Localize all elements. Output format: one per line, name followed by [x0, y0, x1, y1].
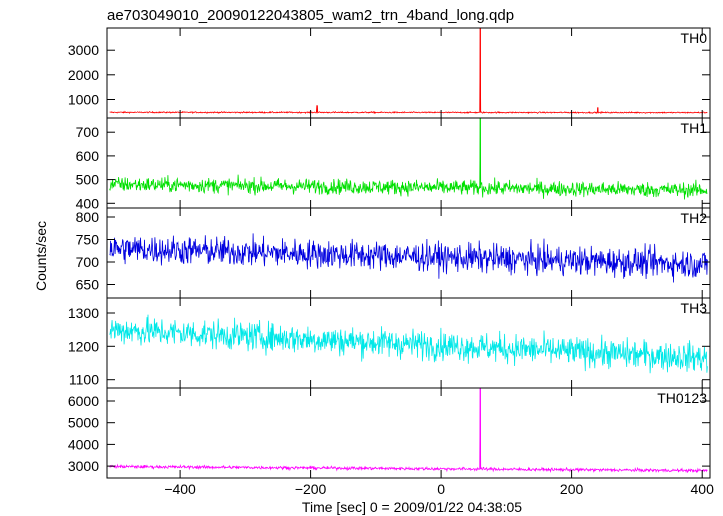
panel-frame: [106, 27, 711, 119]
y-tick-label: 5000: [68, 415, 99, 431]
y-axis-label: Counts/sec: [33, 221, 49, 291]
y-tick-label: 700: [76, 124, 100, 140]
y-tick-label: 1000: [68, 92, 99, 108]
series-label-th0123: TH0123: [657, 390, 707, 406]
x-axis-label: Time [sec] 0 = 2009/01/22 04:38:05: [302, 499, 522, 515]
series-line-th0123: [109, 387, 708, 474]
x-tick-label: 0: [437, 481, 445, 497]
series-label-th2: TH2: [681, 210, 708, 226]
panel-th1: 400 500 600 700 TH1: [76, 117, 711, 211]
panel-th0123: 3000 4000 5000 6000 TH0123: [68, 387, 711, 479]
panel-frame: [106, 387, 711, 479]
y-tick-label: 500: [76, 172, 100, 188]
y-tick-label: 1300: [68, 305, 99, 321]
panel-frame: [106, 117, 711, 209]
panels: 1000 2000 3000 TH0 400 500 600 700 TH1 650 700 750 8…: [68, 27, 711, 479]
y-tick-label: 750: [76, 232, 100, 248]
x-tick-label: −400: [164, 481, 196, 497]
y-tick-label: 700: [76, 254, 100, 270]
panel-th2: 650 700 750 800 TH2: [76, 207, 711, 299]
panel-th3: 1100 1200 1300 TH3: [68, 297, 711, 389]
x-axis-ticks: −400 −200 0 200 400: [164, 481, 714, 497]
y-tick-label: 3000: [68, 458, 99, 474]
x-tick-label: 400: [691, 481, 715, 497]
panel-th0: 1000 2000 3000 TH0: [68, 27, 711, 119]
y-tick-label: 6000: [68, 393, 99, 409]
y-tick-label: 2000: [68, 67, 99, 83]
y-tick-label: 800: [76, 209, 100, 225]
x-tick-label: −200: [295, 481, 327, 497]
y-tick-label: 4000: [68, 436, 99, 452]
series-line-th2: [109, 233, 708, 283]
series-line-th3: [109, 314, 708, 374]
series-label-th0: TH0: [681, 30, 708, 46]
series-label-th1: TH1: [681, 120, 708, 136]
x-tick-label: 200: [560, 481, 584, 497]
y-tick-label: 1100: [69, 372, 99, 388]
y-tick-label: 3000: [68, 42, 99, 58]
y-tick-label: 1200: [68, 338, 99, 354]
chart-title: ae703049010_20090122043805_wam2_trn_4ban…: [107, 7, 514, 24]
y-tick-label: 600: [76, 148, 100, 164]
y-tick-label: 400: [76, 195, 100, 211]
series-line-th1: [109, 117, 708, 200]
series-label-th3: TH3: [681, 300, 708, 316]
y-tick-label: 650: [76, 277, 100, 293]
series-line-th0: [109, 27, 708, 115]
